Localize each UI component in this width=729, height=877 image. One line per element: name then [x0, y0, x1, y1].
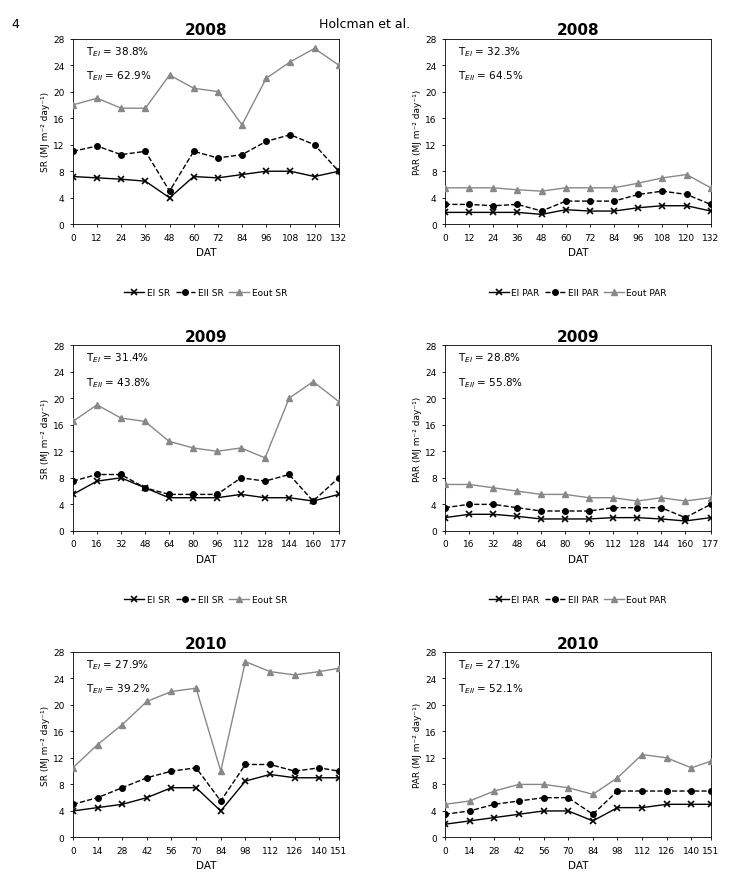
Y-axis label: SR (MJ m⁻² day⁻¹): SR (MJ m⁻² day⁻¹) — [42, 705, 50, 785]
Text: T$_{EI}$ = 38.8%: T$_{EI}$ = 38.8% — [86, 45, 149, 59]
X-axis label: DAT: DAT — [195, 860, 216, 870]
Title: 2010: 2010 — [557, 636, 599, 651]
Y-axis label: SR (MJ m⁻² day⁻¹): SR (MJ m⁻² day⁻¹) — [42, 92, 50, 172]
Text: T$_{EI}$ = 27.9%: T$_{EI}$ = 27.9% — [86, 658, 149, 671]
Legend: EI PAR, EII PAR, Eout PAR: EI PAR, EII PAR, Eout PAR — [486, 591, 671, 608]
Text: T$_{EII}$ = 43.8%: T$_{EII}$ = 43.8% — [86, 375, 151, 389]
Text: T$_{EII}$ = 64.5%: T$_{EII}$ = 64.5% — [459, 69, 523, 83]
Y-axis label: PAR (MJ m⁻² day⁻¹): PAR (MJ m⁻² day⁻¹) — [413, 396, 422, 481]
Y-axis label: PAR (MJ m⁻² day⁻¹): PAR (MJ m⁻² day⁻¹) — [413, 89, 422, 175]
Text: T$_{EI}$ = 31.4%: T$_{EI}$ = 31.4% — [86, 352, 149, 365]
X-axis label: DAT: DAT — [568, 860, 588, 870]
Text: T$_{EII}$ = 55.8%: T$_{EII}$ = 55.8% — [459, 375, 523, 389]
Text: T$_{EI}$ = 28.8%: T$_{EI}$ = 28.8% — [459, 352, 521, 365]
Title: 2009: 2009 — [556, 330, 599, 345]
X-axis label: DAT: DAT — [195, 554, 216, 564]
X-axis label: DAT: DAT — [195, 248, 216, 258]
Title: 2009: 2009 — [184, 330, 227, 345]
Text: T$_{EII}$ = 52.1%: T$_{EII}$ = 52.1% — [459, 681, 523, 695]
Title: 2008: 2008 — [556, 24, 599, 39]
Title: 2008: 2008 — [184, 24, 227, 39]
Text: T$_{EII}$ = 62.9%: T$_{EII}$ = 62.9% — [86, 69, 152, 83]
Text: Holcman et al.: Holcman et al. — [319, 18, 410, 31]
Y-axis label: SR (MJ m⁻² day⁻¹): SR (MJ m⁻² day⁻¹) — [42, 398, 50, 479]
Text: T$_{EI}$ = 32.3%: T$_{EI}$ = 32.3% — [459, 45, 521, 59]
Text: 4: 4 — [11, 18, 19, 31]
Text: T$_{EII}$ = 39.2%: T$_{EII}$ = 39.2% — [86, 681, 151, 695]
Title: 2010: 2010 — [184, 636, 227, 651]
X-axis label: DAT: DAT — [568, 248, 588, 258]
Text: T$_{EI}$ = 27.1%: T$_{EI}$ = 27.1% — [459, 658, 521, 671]
Legend: EI SR, EII SR, Eout SR: EI SR, EII SR, Eout SR — [121, 285, 291, 302]
Legend: EI PAR, EII PAR, Eout PAR: EI PAR, EII PAR, Eout PAR — [486, 285, 671, 302]
Legend: EI SR, EII SR, Eout SR: EI SR, EII SR, Eout SR — [121, 591, 291, 608]
Y-axis label: PAR (MJ m⁻² day⁻¹): PAR (MJ m⁻² day⁻¹) — [413, 702, 422, 788]
X-axis label: DAT: DAT — [568, 554, 588, 564]
